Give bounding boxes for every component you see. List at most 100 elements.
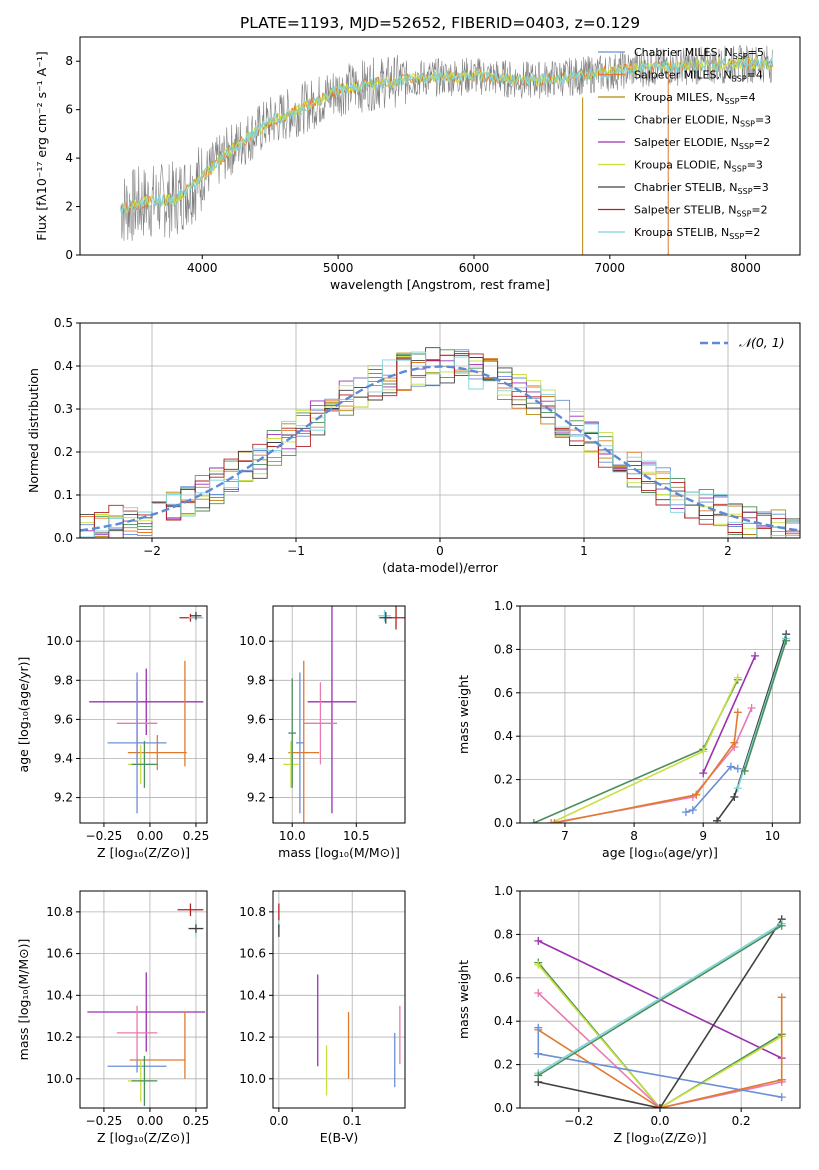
histogram-series [80,353,800,538]
panel-age_vs_Z: −0.25 0.00 0.25 9.2 9.4 9.6 9.8 10.0 Z [log₁₀(Z/… [16,605,209,860]
legend-entry: Chabrier MILES, NSSP=5 [634,46,764,61]
weight-line [538,1053,782,1098]
errorbar-point [131,740,158,788]
y-tick-label: 0.8 [494,927,513,941]
y-tick-label: 0 [65,248,73,262]
panel-mass_weight_vs_age: 7 8 9 10 0.0 0.2 0.4 0.6 0.8 1.0 age [log₁₀(age/yr… [456,599,801,860]
y-tick-label: 0.6 [494,971,513,985]
x-tick-label: 8000 [730,261,761,275]
legend-entry: Kroupa STELIB, NSSP=2 [634,226,760,241]
y-tick-label: 9.6 [247,712,266,726]
y-tick-label: 9.8 [247,673,266,687]
y-tick-label: 0.1 [54,488,73,502]
plot-area [278,903,401,1096]
y-tick-label: 9.4 [247,751,266,765]
weight-line [537,940,783,1059]
y-tick-label: 2 [65,200,73,214]
errorbar-point [379,611,393,624]
y-tick-label: 10.4 [239,988,266,1002]
weight-marker [730,738,739,747]
weight-series [534,921,786,1080]
x-tick-label: 7 [561,829,569,843]
errorbar-point [190,611,202,620]
x-axis-label: E(B-V) [320,1130,359,1145]
y-tick-label: 0.2 [54,445,73,459]
errorbar-point [87,972,206,1052]
x-tick-label: −1 [287,544,305,558]
panel-mass_vs_Z: −0.25 0.00 0.25 10.0 10.2 10.4 10.6 10.8 Z [log₁… [16,890,209,1145]
y-tick-label: 10.4 [46,988,73,1002]
weight-line [537,962,783,1108]
weight-marker [777,993,786,1002]
weight-marker [740,766,749,775]
errorbar-point [107,672,167,814]
y-tick-label: 4 [65,151,73,165]
x-tick-label: 0.00 [137,829,164,843]
y-tick-label: 9.6 [54,712,73,726]
plot-area [534,915,786,1108]
weight-series [547,703,756,823]
weight-series [699,651,760,778]
legend-entry: Chabrier ELODIE, NSSP=3 [634,114,771,129]
weight-marker [733,708,742,717]
errorbar-point [378,609,391,622]
weight-series [740,636,791,775]
y-tick-label: 10.0 [46,1072,73,1086]
errorbar-point [303,682,338,765]
weight-marker [534,1049,543,1058]
weight-series [681,762,742,817]
y-tick-label: 10.0 [239,634,266,648]
legend-entry: Chabrier STELIB, NSSP=3 [634,181,769,196]
axes-frame [79,890,208,1109]
weight-series [713,630,791,823]
weight-marker [699,769,708,778]
weight-marker [534,988,543,997]
y-axis-label: mass weight [456,675,471,754]
x-tick-label: 10.5 [343,829,370,843]
weight-series [534,915,786,1108]
y-tick-label: 10.0 [239,1072,266,1086]
y-tick-label: 0.4 [494,729,513,743]
panel-residuals: −2 −1 0 1 2 0.0 0.1 0.2 0.3 0.4 0.5 (data-model)/er… [26,316,801,575]
panel-mass_vs_ebv: 0.0 0.1 10.0 10.2 10.4 10.6 10.8 E(B-V) [239,890,406,1145]
errorbar-point [288,660,320,823]
y-tick-label: 1.0 [494,599,513,613]
spectrum-model-line [120,56,774,215]
y-tick-label: 0.0 [494,816,513,830]
x-tick-label: −0.25 [86,829,123,843]
weight-marker [726,762,735,771]
x-tick-label: 5000 [323,261,354,275]
weight-series [550,708,742,823]
weight-line [702,655,756,774]
x-tick-label: 0 [436,544,444,558]
weight-marker [751,651,760,660]
legend-entry: 𝒩(0, 1) [739,335,785,350]
weight-series [733,634,791,793]
errorbar-point [188,924,204,933]
y-tick-label: 9.2 [54,791,73,805]
x-tick-label: 0.00 [137,1114,164,1128]
panel-age_vs_mass: 10.0 10.5 9.2 9.4 9.6 9.8 10.0 mass [log₁₀(M/M⊙… [239,605,406,860]
x-tick-label: 0.2 [732,1114,751,1128]
plot-area [529,630,791,823]
y-tick-label: 0.3 [54,402,73,416]
x-tick-label: 7000 [595,261,626,275]
panel-mass_weight_vs_Z: −0.2 0.0 0.2 0.0 0.2 0.4 0.6 0.8 1.0 Z [log₁₀(Z/Z… [456,884,801,1145]
weight-marker [681,808,690,817]
y-axis-label: mass [log₁₀(M/M⊙)] [16,939,31,1061]
errorbar-point [131,1055,158,1106]
weight-line [743,640,787,772]
x-tick-label: 10 [765,829,780,843]
x-tick-label: −2 [143,544,161,558]
errorbar-point [89,668,204,736]
weight-marker [730,792,739,801]
errorbar-point [288,678,297,788]
weight-marker [733,673,742,682]
x-axis-label: (data-model)/error [382,560,499,575]
weight-line [550,677,739,823]
x-axis-label: wavelength [Angstrom, rest frame] [330,277,550,292]
weight-marker [713,816,722,823]
plot-area [80,347,800,538]
x-axis-label: age [log₁₀(age/yr)] [602,845,718,860]
